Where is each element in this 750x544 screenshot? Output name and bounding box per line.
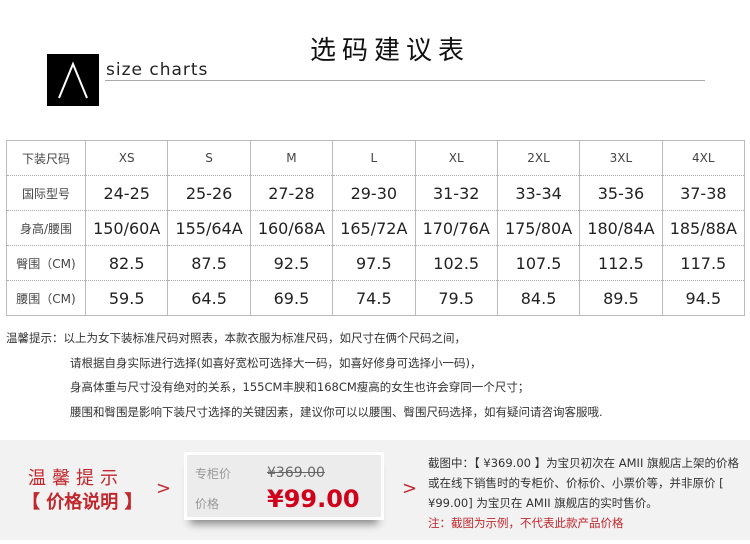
table-cell: 4XL (661, 140, 746, 176)
table-cell: 180/84A (579, 210, 663, 246)
table-cell: 97.5 (332, 245, 416, 281)
table-cell: XS (84, 140, 169, 176)
table-cell: 27-28 (249, 175, 334, 211)
row-header: 国际型号 (6, 175, 86, 211)
table-cell: 160/68A (249, 210, 334, 246)
price-card: 专柜价 ¥369.00 价格 ¥99.00 (184, 452, 384, 520)
table-cell: 155/64A (167, 210, 251, 246)
row-header: 身高/腰围 (6, 210, 86, 246)
price-description: 截图中：【 ¥369.00 】为宝贝初次在 AMII 旗舰店上架的价格或在线下销… (428, 453, 748, 533)
table-cell: 94.5 (661, 280, 746, 316)
table-cell: 112.5 (579, 245, 663, 281)
price-label: 价格 (195, 497, 220, 511)
table-row: 下装尺码 XS S M L XL 2XL 3XL 4XL (6, 140, 746, 176)
table-cell: 24-25 (84, 175, 169, 211)
table-cell: 82.5 (84, 245, 169, 281)
tip-title: 温馨提示 (28, 468, 124, 489)
table-cell: 69.5 (249, 280, 334, 316)
table-cell: 3XL (579, 140, 663, 176)
table-row: 身高/腰围 150/60A 155/64A 160/68A 165/72A 170/76A… (6, 210, 746, 246)
table-cell: 150/60A (84, 210, 169, 246)
table-cell: 175/80A (496, 210, 581, 246)
table-cell: XL (414, 140, 498, 176)
table-cell: 165/72A (332, 210, 416, 246)
divider (105, 80, 705, 81)
chevron-right-icon: > (156, 478, 172, 499)
tip-subtitle: 【 价格说明 】 (22, 492, 143, 513)
note-line: 身高体重与尺寸没有绝对的关系，155CM丰腴和168CM瘦高的女生也许会穿同一个… (70, 380, 530, 394)
table-cell: 170/76A (414, 210, 498, 246)
brand-logo (47, 54, 99, 106)
current-price: ¥99.00 (267, 485, 360, 513)
table-cell: 29-30 (332, 175, 416, 211)
notes: 温馨提示：以上为女下装标准尺码对照表，本款衣服为标准尺码，如尺寸在俩个尺码之间，… (6, 326, 603, 424)
table-cell: 92.5 (249, 245, 334, 281)
table-cell: 37-38 (661, 175, 746, 211)
table-cell: 2XL (496, 140, 581, 176)
table-cell: 59.5 (84, 280, 169, 316)
table-row: 腰围（CM) 59.5 64.5 69.5 74.5 79.5 84.5 89.5 94.5 (6, 280, 746, 316)
page-title: 选码建议表 (310, 36, 471, 66)
table-cell: 87.5 (167, 245, 251, 281)
counter-price-label: 专柜价 (195, 467, 232, 481)
description-text: 截图中：【 ¥369.00 】为宝贝初次在 AMII 旗舰店上架的价格或在线下销… (428, 456, 739, 510)
table-cell: 102.5 (414, 245, 498, 281)
table-cell: 107.5 (496, 245, 581, 281)
table-cell: 74.5 (332, 280, 416, 316)
table-cell: 35-36 (579, 175, 663, 211)
table-row: 臀围（CM) 82.5 87.5 92.5 97.5 102.5 107.5 112.5 117… (6, 245, 746, 281)
row-header: 臀围（CM) (6, 245, 86, 281)
counter-price: ¥369.00 (267, 465, 325, 481)
note-line: 腰围和臀围是影响下装尺寸选择的关键因素，建议你可以以腰围、臀围尺码选择，如有疑问… (70, 404, 603, 419)
table-cell: 33-34 (496, 175, 581, 211)
table-cell: M (249, 140, 334, 176)
size-table: 下装尺码 XS S M L XL 2XL 3XL 4XL 国际型号 24-25 25-26 27-28 2… (6, 140, 746, 316)
table-cell: 25-26 (167, 175, 251, 211)
table-cell: L (332, 140, 416, 176)
row-header: 下装尺码 (6, 140, 86, 176)
table-cell: 31-32 (414, 175, 498, 211)
lambda-icon (58, 61, 88, 99)
subtitle: size charts (106, 60, 209, 80)
table-cell: 84.5 (496, 280, 581, 316)
table-cell: 89.5 (579, 280, 663, 316)
table-cell: 79.5 (414, 280, 498, 316)
note-line: 温馨提示：以上为女下装标准尺码对照表，本款衣服为标准尺码，如尺寸在俩个尺码之间， (6, 331, 466, 345)
disclaimer: 注：截图为示例，不代表此款产品价格 (428, 516, 624, 530)
table-cell: 117.5 (661, 245, 746, 281)
chevron-right-icon: > (402, 478, 418, 499)
row-header: 腰围（CM) (6, 280, 86, 316)
table-cell: S (167, 140, 251, 176)
table-cell: 64.5 (167, 280, 251, 316)
table-cell: 185/88A (661, 210, 746, 246)
note-line: 请根据自身实际进行选择(如喜好宽松可选择大一码，如喜好修身可选择小一码)， (70, 355, 482, 370)
table-row: 国际型号 24-25 25-26 27-28 29-30 31-32 33-34 35-36 3… (6, 175, 746, 211)
